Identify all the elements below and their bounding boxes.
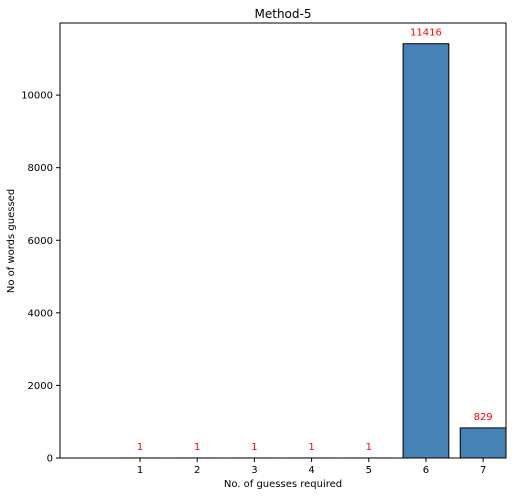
data-label-5: 1 <box>366 442 372 453</box>
x-tick-label-6: 6 <box>423 465 429 476</box>
data-label-3: 1 <box>251 442 257 453</box>
y-tick-label-0: 0 <box>47 454 53 465</box>
x-axis-label: No. of guesses required <box>224 479 342 490</box>
data-label-4: 1 <box>308 442 314 453</box>
data-label-7: 829 <box>474 412 493 423</box>
x-tick-label-5: 5 <box>366 465 372 476</box>
y-axis-label: No of words guessed <box>6 189 17 293</box>
data-labels-layer: 1 1 1 1 1 11416 829 <box>137 28 493 453</box>
data-label-2: 1 <box>194 442 200 453</box>
x-tick-label-4: 4 <box>308 465 314 476</box>
y-tick-label-8000: 8000 <box>28 163 53 174</box>
x-tick-label-1: 1 <box>137 465 143 476</box>
y-axis-ticks: 0 2000 4000 6000 8000 10000 <box>21 91 60 465</box>
x-axis-ticks: 1 2 3 4 5 6 7 <box>137 458 486 476</box>
chart-title: Method-5 <box>255 7 312 21</box>
y-tick-label-10000: 10000 <box>21 91 53 102</box>
bar-7 <box>459 427 507 459</box>
data-label-6: 11416 <box>410 28 442 39</box>
x-tick-label-3: 3 <box>251 465 257 476</box>
y-tick-label-4000: 4000 <box>28 308 53 319</box>
data-label-1: 1 <box>137 442 143 453</box>
bar-6 <box>402 43 450 459</box>
x-tick-label-2: 2 <box>194 465 200 476</box>
x-tick-label-7: 7 <box>480 465 486 476</box>
y-tick-label-6000: 6000 <box>28 236 53 247</box>
y-tick-label-2000: 2000 <box>28 381 53 392</box>
